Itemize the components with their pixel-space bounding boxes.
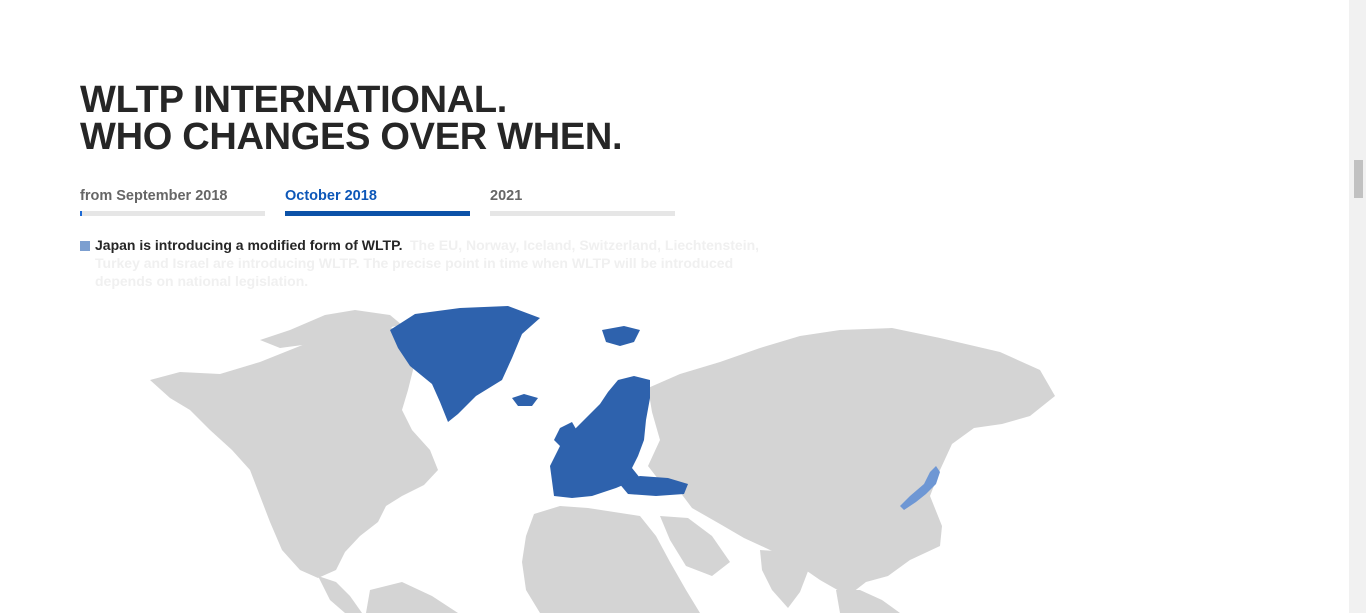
map-asia: [648, 328, 1055, 596]
timeline-tabs: from September 2018 October 2018 2021: [80, 186, 680, 218]
map-british-isles: [554, 422, 580, 448]
tab-progress-fill: [80, 211, 82, 216]
legend-square-icon: [80, 241, 90, 251]
tab-progress-track: [490, 211, 675, 216]
faded-description: The EU, Norway, Iceland, Switzerland, Li…: [95, 237, 760, 289]
tab-label: October 2018: [285, 188, 377, 204]
map-arctic-islands: [260, 310, 402, 348]
page-title: WLTP INTERNATIONAL. WHO CHANGES OVER WHE…: [80, 79, 623, 158]
map-central-america: [318, 576, 362, 613]
map-southeast-asia: [836, 590, 900, 613]
map-south-america: [366, 582, 458, 613]
tab-october-2018[interactable]: October 2018: [285, 186, 470, 217]
map-japan: [900, 466, 940, 510]
tab-progress-track: [80, 211, 265, 216]
map-greenland: [390, 306, 540, 422]
map-india: [760, 550, 810, 608]
map-iceland: [512, 394, 538, 406]
tab-label: 2021: [490, 188, 523, 204]
page-scrollbar[interactable]: [1349, 0, 1366, 613]
world-map: [150, 306, 1055, 613]
tab-label: from September 2018: [80, 188, 228, 204]
map-europe: [550, 376, 650, 498]
tab-2021[interactable]: 2021: [490, 186, 675, 217]
map-africa: [522, 506, 700, 613]
tab-september-2018[interactable]: from September 2018: [80, 186, 265, 217]
tab-progress-track: [285, 211, 470, 216]
map-svalbard: [602, 326, 640, 346]
scrollbar-thumb[interactable]: [1354, 160, 1363, 198]
page-title-line-2: WHO CHANGES OVER WHEN.: [80, 116, 623, 158]
map-north-america: [150, 322, 438, 578]
map-arabia: [660, 516, 730, 576]
tab-progress-fill: [285, 211, 470, 216]
map-turkey: [618, 476, 688, 496]
japan-description: Japan is introducing a modified form of …: [95, 237, 403, 253]
page-title-line-1: WLTP INTERNATIONAL.: [80, 79, 508, 121]
